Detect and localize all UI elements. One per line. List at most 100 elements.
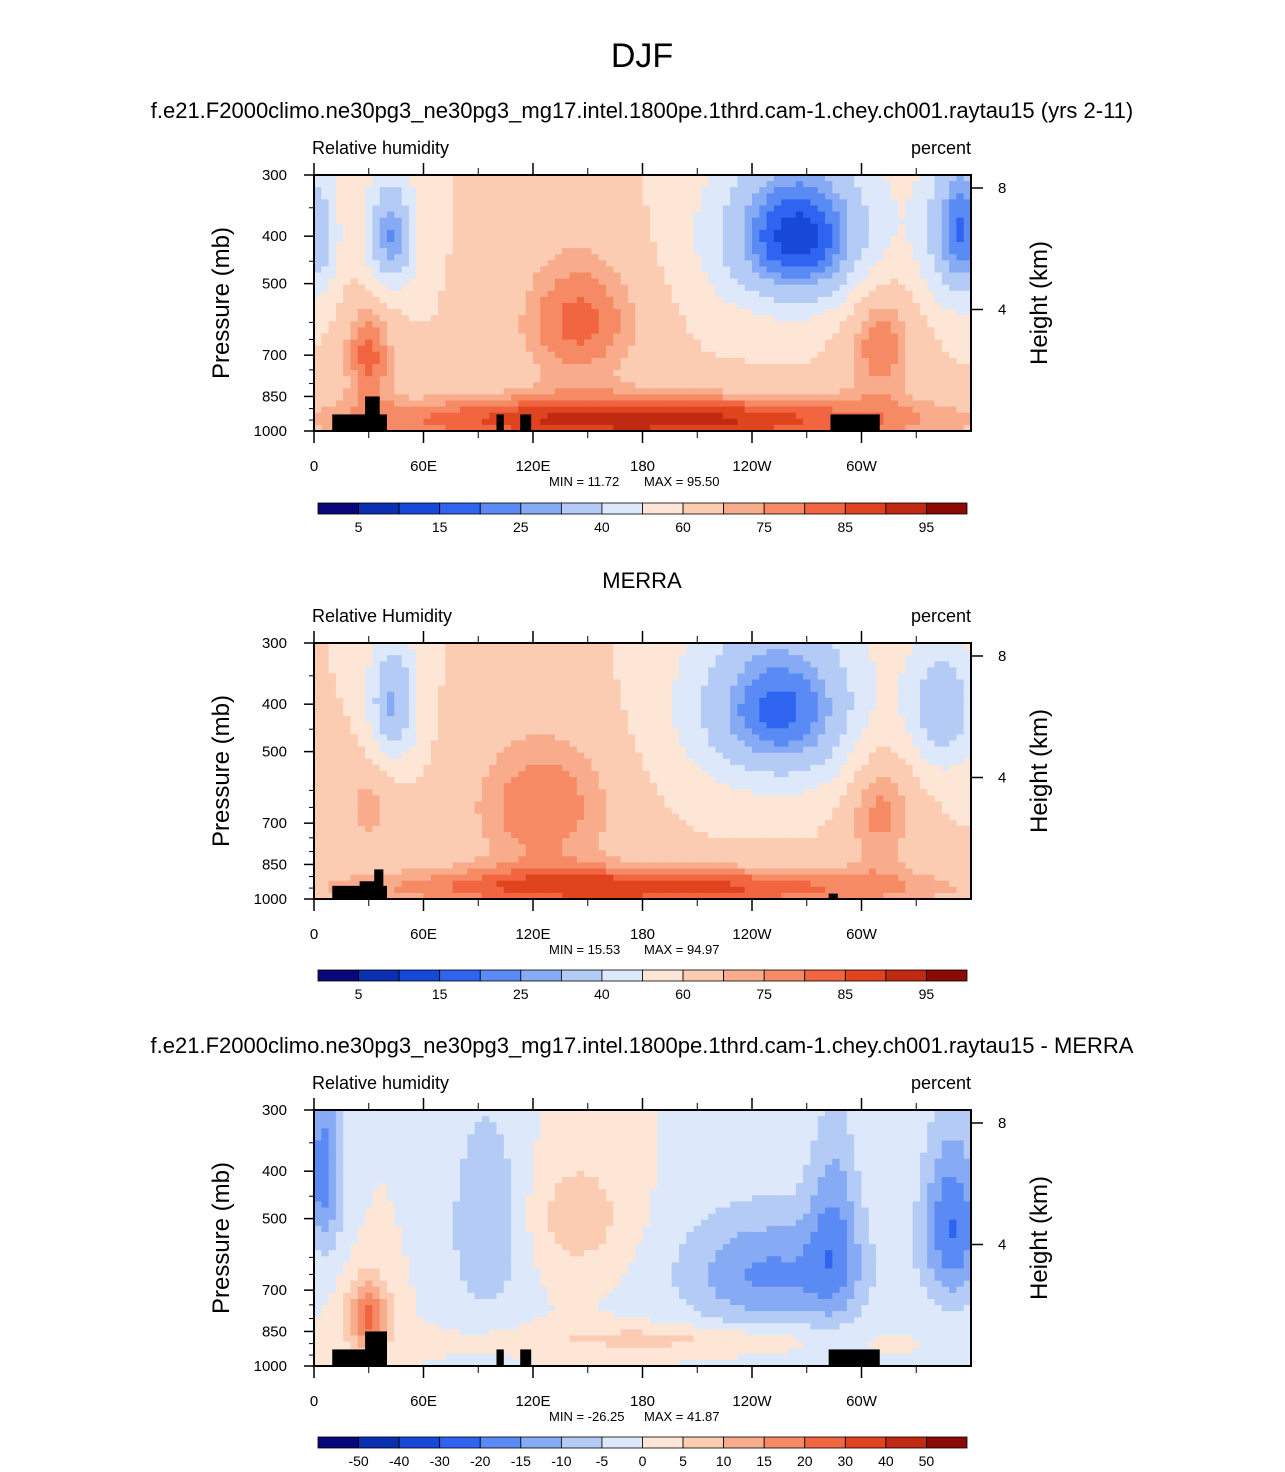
field-cell (343, 716, 352, 723)
field-cell (722, 703, 731, 711)
field-cell (934, 697, 943, 705)
field-cell (430, 388, 439, 396)
field-cell (737, 370, 746, 377)
field-cell (408, 181, 417, 188)
field-cell (314, 260, 322, 268)
field-cell (854, 649, 863, 656)
field-cell (744, 655, 753, 662)
field-cell (598, 673, 607, 681)
field-cell (671, 655, 680, 662)
field-cell (423, 315, 432, 322)
field-cell (460, 223, 468, 231)
field-cell (810, 303, 819, 310)
field-cell (649, 394, 658, 402)
field-cell (715, 242, 724, 249)
field-cell (540, 278, 549, 286)
field-cell (737, 400, 746, 408)
field-cell (744, 363, 753, 371)
field-cell (876, 382, 884, 389)
field-cell (825, 370, 833, 377)
field-cell (372, 309, 381, 316)
field-cell (430, 321, 439, 328)
field-cell (766, 400, 775, 408)
field-cell (700, 278, 709, 286)
field-cell (861, 181, 870, 188)
field-cell (562, 394, 571, 402)
field-cell (781, 315, 790, 322)
field-cell (547, 309, 556, 316)
field-cell (511, 673, 519, 681)
field-cell (438, 394, 446, 402)
field-cell (379, 351, 388, 359)
field-cell (898, 400, 906, 408)
field-cell (919, 388, 928, 396)
field-cell (876, 649, 884, 656)
field-cell (817, 242, 826, 249)
field-cell (722, 260, 731, 268)
field-cell (708, 382, 717, 389)
field-cell (898, 363, 906, 371)
field-cell (825, 710, 833, 717)
field-cell (664, 351, 673, 359)
field-cell (547, 400, 556, 408)
field-cell (766, 242, 775, 249)
field-cell (387, 272, 395, 280)
field-cell (766, 296, 775, 304)
field-cell (335, 211, 344, 219)
field-cell (657, 345, 665, 353)
field-cell (518, 691, 527, 699)
field-cell (584, 710, 592, 717)
field-cell (642, 248, 651, 255)
field-cell (627, 667, 636, 675)
field-cell (540, 412, 549, 420)
field-cell (635, 394, 644, 402)
field-cell (343, 193, 352, 200)
field-cell (635, 290, 644, 298)
field-cell (810, 703, 819, 711)
field-cell (452, 394, 461, 402)
field-cell (474, 703, 483, 711)
field-cell (379, 266, 388, 274)
field-cell (686, 327, 695, 335)
field-cell (613, 412, 622, 420)
field-cell (919, 242, 928, 249)
field-cell (795, 406, 804, 414)
field-cell (620, 309, 629, 316)
field-cell (963, 181, 972, 188)
field-cell (460, 394, 468, 402)
field-cell (467, 339, 476, 347)
colorbar-box (642, 502, 684, 515)
field-cell (649, 248, 658, 255)
field-cell (941, 673, 950, 681)
field-cell (467, 284, 476, 292)
field-cell (321, 382, 330, 389)
field-cell (861, 697, 870, 705)
field-cell (372, 211, 381, 219)
field-cell (817, 424, 826, 432)
field-cell (554, 339, 563, 347)
field-cell (781, 327, 790, 335)
field-cell (927, 661, 936, 668)
field-cell (737, 357, 746, 365)
field-cell (467, 199, 476, 207)
field-cell (963, 175, 972, 182)
field-cell (365, 315, 373, 322)
field-cell (343, 309, 352, 316)
field-cell (817, 345, 826, 353)
field-cell (934, 412, 943, 420)
field-cell (452, 272, 461, 280)
field-cell (533, 260, 541, 268)
field-cell (832, 284, 841, 292)
field-cell (657, 376, 665, 383)
field-cell (438, 303, 446, 310)
field-cell (606, 685, 614, 693)
field-cell (445, 418, 454, 426)
field-cell (372, 710, 381, 717)
field-cell (387, 716, 395, 723)
field-cell (773, 418, 782, 426)
field-cell (657, 303, 665, 310)
field-cell (956, 418, 965, 426)
field-cell (401, 649, 410, 656)
field-cell (569, 351, 578, 359)
field-cell (766, 673, 775, 681)
